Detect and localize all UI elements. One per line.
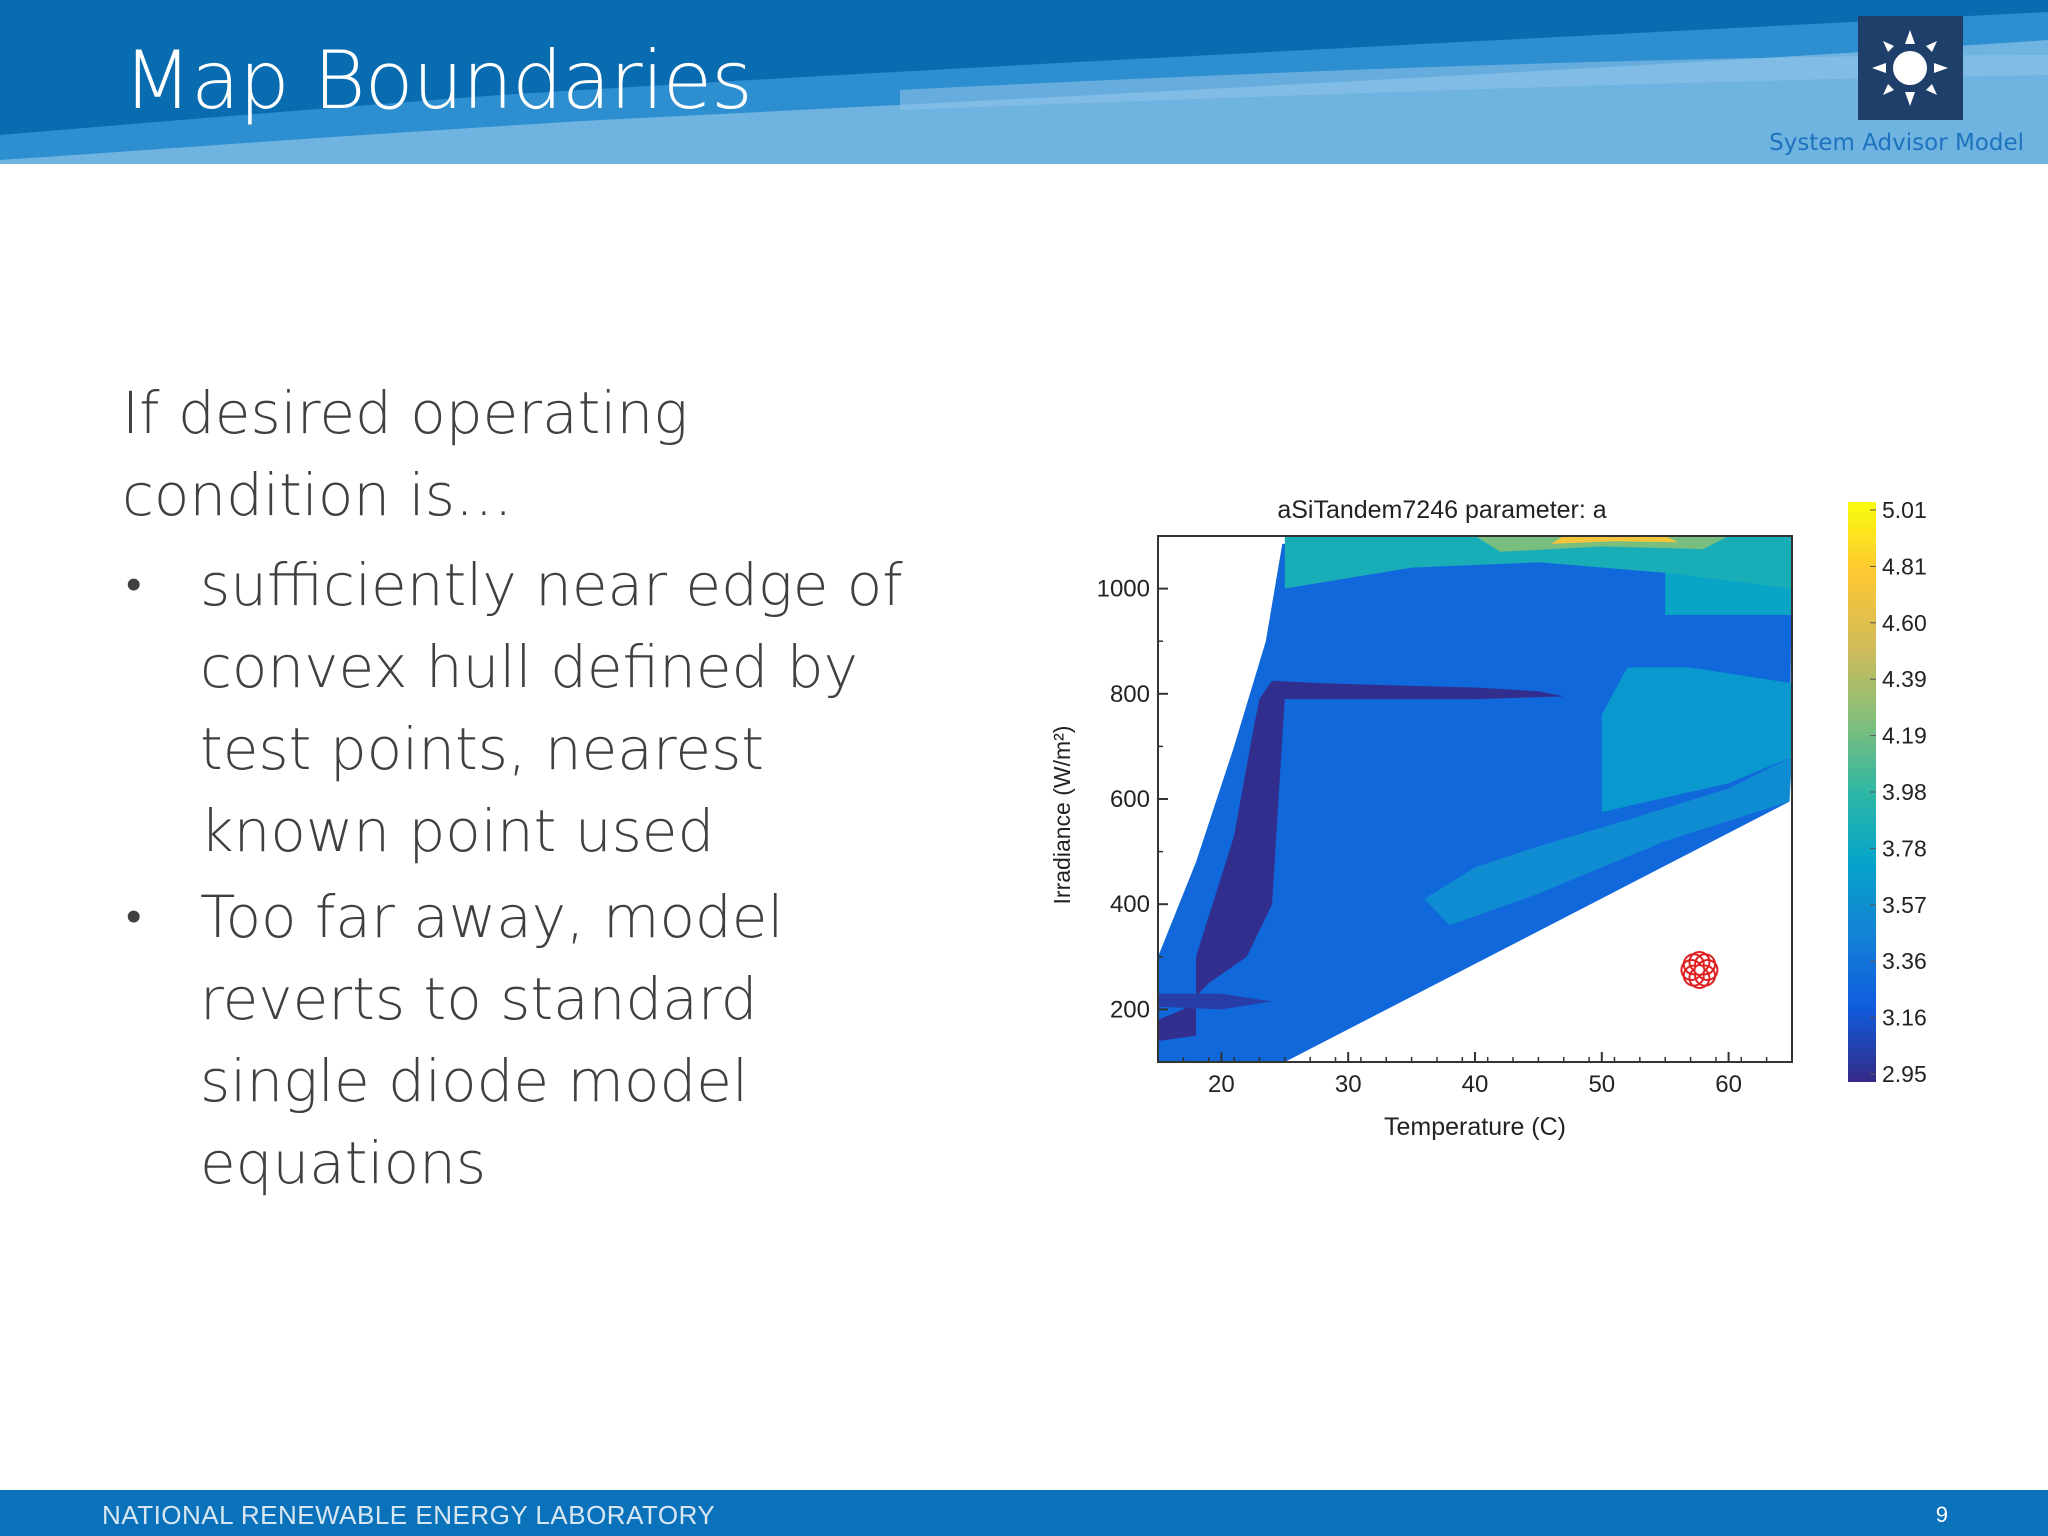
heatmap-chart: aSiTandem7246 parameter: a 20 30 40 50 60 20… <box>1030 480 1960 1174</box>
colorbar-tick-label: 3.78 <box>1882 835 1927 861</box>
y-tick-label: 600 <box>1110 786 1150 813</box>
x-tick-label: 40 <box>1462 1071 1489 1098</box>
bullet-item: • Too far away, model reverts to standard… <box>122 876 922 1204</box>
heatmap-region <box>1551 536 1678 544</box>
heatmap-region <box>1284 536 1792 589</box>
y-tick-label: 1000 <box>1097 576 1150 603</box>
brand-label: System Advisor Model <box>1769 130 2024 156</box>
colorbar-tick-label: 4.60 <box>1882 610 1927 636</box>
x-axis-label: Temperature (C) <box>1384 1113 1566 1141</box>
colorbar-tick-label: 2.95 <box>1882 1061 1927 1087</box>
x-tick-label: 20 <box>1208 1071 1235 1098</box>
slide-footer: NATIONAL RENEWABLE ENERGY LABORATORY 9 <box>0 1490 2048 1536</box>
slide-header: Map Boundaries System Advisor Model <box>0 0 2048 164</box>
x-tick-label: 60 <box>1715 1071 1742 1098</box>
sun-icon <box>1872 30 1948 106</box>
heatmap-region <box>1158 993 1273 1010</box>
y-tick-label: 400 <box>1110 891 1150 918</box>
heatmap-region <box>1601 667 1792 813</box>
y-axis-label: Irradiance (W/m²) <box>1049 726 1075 905</box>
sam-logo <box>1858 16 1963 120</box>
colorbar-ticks: 5.01 4.81 4.60 4.39 4.19 3.98 3.78 3.57 3.36 3.16… <box>1870 497 1927 1087</box>
colorbar-tick-label: 3.57 <box>1882 892 1927 918</box>
plot-regions <box>1158 536 1792 1062</box>
lead-text: If desired operating condition is… <box>122 379 689 529</box>
chart-svg: aSiTandem7246 parameter: a 20 30 40 50 60 20… <box>1049 496 1927 1141</box>
x-tick-label: 50 <box>1588 1071 1615 1098</box>
page-number: 9 <box>1935 1502 1948 1527</box>
colorbar-tick-label: 5.01 <box>1882 497 1927 523</box>
y-tick-label: 200 <box>1110 996 1150 1023</box>
chart-title: aSiTandem7246 parameter: a <box>1277 496 1606 524</box>
y-axis: 200 400 600 800 1000 <box>1097 535 1168 1063</box>
bullet-dot-icon: • <box>126 891 142 942</box>
page-title: Map Boundaries <box>123 34 753 127</box>
colorbar-tick-label: 3.16 <box>1882 1005 1927 1031</box>
heatmap-region <box>1158 680 1564 1041</box>
heatmap-region <box>1424 756 1792 926</box>
spiral-petal <box>1694 953 1717 976</box>
bullet-dot-icon: • <box>126 559 142 610</box>
spiral-logo-icon <box>1680 950 1719 989</box>
x-tick-label: 30 <box>1335 1071 1362 1098</box>
slide-body: If desired operating condition is… • suff… <box>122 372 922 1208</box>
x-axis: 20 30 40 50 60 <box>1157 1052 1793 1098</box>
bullet-item: • sufficiently near edge of convex hull d… <box>122 544 922 872</box>
colorbar-tick-label: 4.39 <box>1882 666 1927 692</box>
bullet-list: • sufficiently near edge of convex hull d… <box>122 544 922 1204</box>
colorbar-tick-label: 3.98 <box>1882 779 1927 805</box>
colorbar-tick-label: 3.36 <box>1882 948 1927 974</box>
bullet-text: sufficiently near edge of convex hull de… <box>200 551 903 865</box>
spiral-center <box>1693 963 1706 976</box>
header-banner <box>0 0 2048 164</box>
colorbar-tick-label: 4.81 <box>1882 553 1927 579</box>
colorbar-tick-label: 4.19 <box>1882 723 1927 749</box>
y-tick-label: 800 <box>1110 681 1150 708</box>
org-name: NATIONAL RENEWABLE ENERGY LABORATORY <box>102 1500 716 1530</box>
bullet-text: Too far away, model reverts to standard … <box>200 883 784 1197</box>
